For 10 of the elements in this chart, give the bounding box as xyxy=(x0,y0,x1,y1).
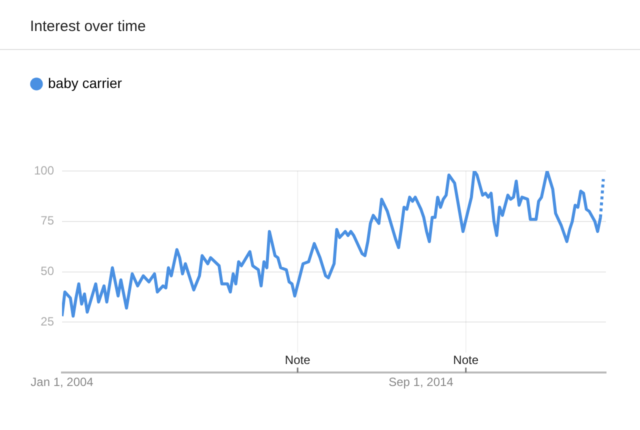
y-tick-label: 100 xyxy=(34,163,54,178)
x-tick-label: Jan 1, 2004 xyxy=(30,375,94,390)
ref-line-label: Note xyxy=(453,352,479,367)
ref-line-label: Note xyxy=(284,352,311,367)
y-tick-label: 75 xyxy=(40,214,54,228)
y-tick-label: 25 xyxy=(40,314,54,329)
y-tick-label: 50 xyxy=(40,264,54,278)
chart-title: Interest over time xyxy=(0,0,640,50)
x-tick-label: Sep 1, 2014 xyxy=(388,375,454,390)
legend-label: baby carrier xyxy=(48,74,122,91)
